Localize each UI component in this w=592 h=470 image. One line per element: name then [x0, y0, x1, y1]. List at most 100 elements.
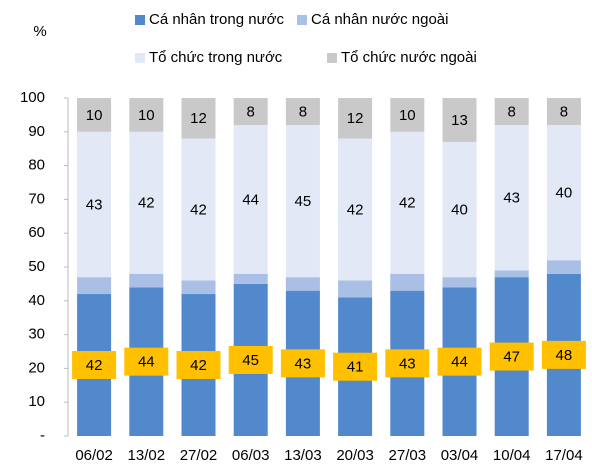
data-label: 45 — [295, 193, 312, 210]
y-tick-label: 50 — [28, 258, 45, 275]
data-label: 44 — [138, 354, 155, 371]
bar-segment — [285, 125, 320, 278]
y-tick-label: 100 — [20, 89, 45, 106]
y-tick-label: 10 — [28, 393, 45, 410]
bar-segment — [546, 260, 581, 274]
legend-swatch — [135, 53, 145, 63]
bar-segment — [338, 138, 373, 281]
label-box — [176, 351, 221, 380]
label-box — [72, 351, 117, 380]
bar-segment — [129, 131, 164, 274]
bar-segment — [129, 98, 164, 132]
bar-segment — [494, 270, 529, 278]
y-tick-label: 70 — [28, 190, 45, 207]
data-label: 40 — [556, 185, 573, 202]
bar-segment — [390, 273, 425, 291]
data-label: 10 — [138, 107, 155, 124]
bar-segment — [494, 125, 529, 271]
y-tick-label: 20 — [28, 359, 45, 376]
y-tick-label: 80 — [28, 157, 45, 174]
bar-segment — [338, 98, 373, 139]
data-label: 43 — [399, 355, 416, 372]
label-box — [541, 340, 586, 369]
data-label: 42 — [347, 202, 364, 219]
label-box — [280, 349, 325, 378]
legend-label: Tổ chức trong nước — [149, 49, 283, 66]
x-tick-label: 27/03 — [389, 447, 427, 464]
bar-segment — [181, 138, 216, 281]
data-label: 8 — [299, 103, 307, 120]
label-box — [228, 345, 273, 374]
x-tick-label: 03/04 — [441, 447, 479, 464]
label-box — [124, 347, 169, 376]
data-label: 42 — [399, 195, 416, 212]
data-label: 10 — [399, 107, 416, 124]
bar-segment — [77, 98, 112, 132]
data-label: 42 — [86, 357, 103, 374]
y-axis-unit: % — [33, 23, 46, 40]
y-tick-label: 40 — [28, 292, 45, 309]
bar-segment — [546, 125, 581, 261]
data-label: 8 — [247, 103, 255, 120]
data-label: 43 — [86, 196, 103, 213]
bar-segment — [442, 141, 477, 278]
bar-segment — [442, 98, 477, 142]
y-tick-label: 90 — [28, 123, 45, 140]
data-label: 10 — [86, 107, 103, 124]
bar-segment — [285, 98, 320, 126]
label-box — [333, 352, 378, 381]
y-tick-label: - — [40, 427, 45, 444]
data-label: 12 — [347, 110, 364, 127]
x-tick-label: 20/03 — [336, 447, 374, 464]
bar-segment — [390, 98, 425, 132]
bar-segment — [181, 98, 216, 139]
x-tick-label: 17/04 — [545, 447, 583, 464]
legend-swatch — [297, 15, 307, 25]
x-tick-label: 06/03 — [232, 447, 270, 464]
data-label: 40 — [451, 202, 468, 219]
bar-segment — [442, 277, 477, 288]
bar-segment — [77, 131, 112, 278]
legend-swatch — [327, 53, 337, 63]
data-label: 47 — [503, 349, 520, 366]
y-tick-label: 30 — [28, 326, 45, 343]
y-tick-label: 60 — [28, 224, 45, 241]
legend-label: Cá nhân trong nước — [149, 11, 284, 28]
bar-segment — [494, 98, 529, 126]
data-label: 8 — [560, 103, 568, 120]
data-label: 41 — [347, 359, 364, 376]
legend-label: Tổ chức nước ngoài — [341, 49, 477, 66]
bar-segment — [390, 131, 425, 274]
legend-swatch — [135, 15, 145, 25]
data-label: 42 — [190, 357, 207, 374]
bar-segment — [338, 280, 373, 298]
bar-segment — [77, 277, 112, 295]
data-label: 43 — [295, 355, 312, 372]
data-label: 44 — [451, 354, 468, 371]
data-label: 42 — [138, 195, 155, 212]
data-label: 48 — [556, 347, 573, 364]
x-tick-label: 13/03 — [284, 447, 322, 464]
data-label: 12 — [190, 110, 207, 127]
legend-label: Cá nhân nước ngoài — [311, 11, 448, 28]
label-box — [489, 342, 534, 371]
x-tick-label: 13/02 — [128, 447, 166, 464]
data-label: 8 — [508, 103, 516, 120]
x-tick-label: 27/02 — [180, 447, 218, 464]
bar-segment — [233, 125, 268, 274]
bar-segment — [233, 273, 268, 284]
data-label: 44 — [242, 191, 259, 208]
bar-segment — [285, 277, 320, 291]
data-label: 42 — [190, 202, 207, 219]
label-box — [385, 349, 430, 378]
x-tick-label: 06/02 — [75, 447, 113, 464]
data-label: 45 — [242, 352, 259, 369]
x-tick-label: 10/04 — [493, 447, 531, 464]
bar-segment — [129, 273, 164, 288]
bar-segment — [181, 280, 216, 295]
bar-segment — [546, 98, 581, 126]
data-label: 43 — [503, 190, 520, 207]
label-box — [437, 347, 482, 376]
data-label: 13 — [451, 112, 468, 129]
